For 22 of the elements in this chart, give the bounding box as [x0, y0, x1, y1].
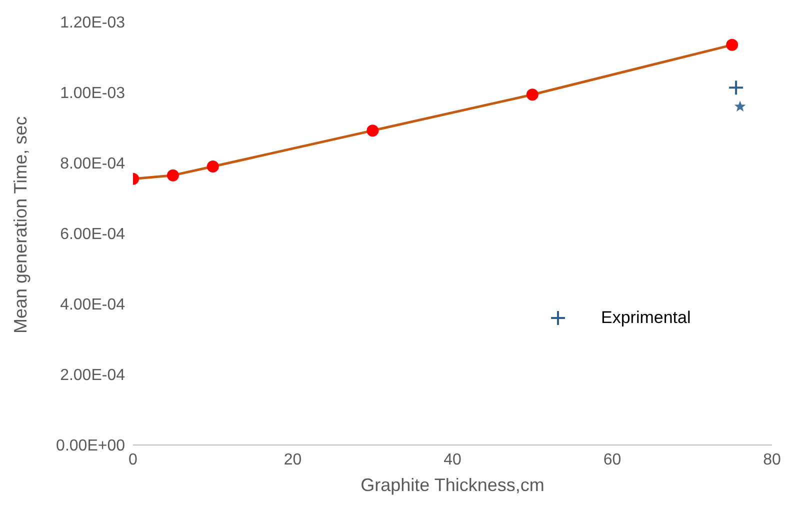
y-tick-label: 4.00E-04: [60, 296, 126, 314]
point: [728, 80, 744, 96]
point: [206, 160, 219, 173]
x-tick-label: 40: [444, 451, 462, 468]
y-axis-title: Mean generation Time, sec: [10, 116, 30, 334]
x-tick-label: 0: [128, 451, 138, 468]
legend-label: Exprimental: [601, 308, 691, 328]
x-tick-label: 80: [763, 451, 781, 468]
x-tick-label: 20: [284, 451, 302, 468]
y-tick-label: 1.00E-03: [60, 85, 126, 102]
point: [734, 100, 746, 112]
x-axis-title: Graphite Thickness,cm: [360, 475, 544, 495]
point: [366, 124, 379, 137]
y-tick-label: 0.00E+00: [56, 438, 126, 455]
y-tick-label: 6.00E-04: [60, 226, 126, 244]
y-tick-label: 1.20E-03: [60, 14, 126, 32]
y-tick-label: 2.00E-04: [60, 367, 126, 384]
point: [166, 169, 179, 182]
point: [526, 88, 538, 101]
y-tick-label: 8.00E-04: [60, 156, 126, 173]
x-tick-label: 60: [603, 451, 622, 468]
point: [726, 38, 738, 51]
